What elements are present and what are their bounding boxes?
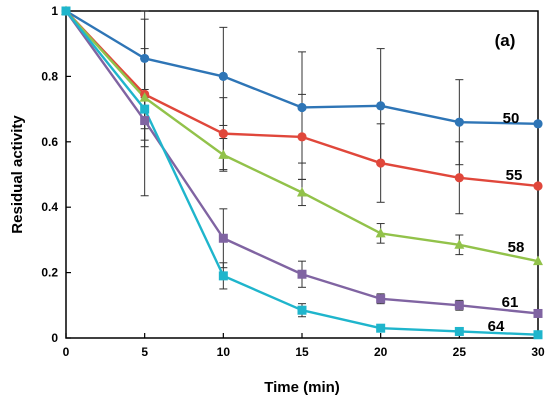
data-point-61 [533,308,543,318]
error-bars [140,10,464,334]
x-tick-label: 10 [217,345,231,359]
series-label-61: 61 [502,294,519,311]
data-point-58 [533,255,543,266]
data-point-58 [139,92,150,102]
x-axis-title: Time (min) [264,379,340,396]
series-label-55: 55 [506,167,523,184]
y-tick-label: 0 [51,331,58,345]
data-point-64 [533,330,543,340]
data-point-64 [218,271,228,281]
data-point-61 [297,269,307,279]
data-point-58 [375,227,386,238]
data-point-64 [297,305,307,315]
y-tick-label: 0.6 [41,135,58,149]
y-tick-label: 0.2 [41,266,58,280]
data-point-58 [297,186,307,197]
x-tick-label: 30 [531,345,545,359]
x-tick-label: 0 [63,345,70,359]
data-point-50 [376,101,386,111]
data-point-50 [454,117,464,127]
data-point-55 [218,129,228,139]
data-point-64 [376,323,386,333]
data-point-61 [376,294,386,304]
data-point-55 [533,181,543,191]
data-point-58 [218,149,229,159]
series-label-58: 58 [508,239,525,256]
x-tick-label: 25 [453,345,467,359]
data-point-50 [140,53,150,64]
panel-label: (a) [495,31,516,50]
x-tick-label: 5 [141,345,148,359]
data-point-55 [376,158,386,168]
y-tick-label: 0.4 [41,200,58,214]
y-tick-label: 0.8 [41,69,58,83]
y-tick-label: 1 [51,4,58,18]
data-point-61 [454,300,464,310]
y-axis-title: Residual activity [9,115,26,234]
data-point-61 [218,233,228,243]
data-point-50 [218,71,228,81]
series-label-50: 50 [503,110,520,127]
data-point-55 [297,132,307,142]
series-label-64: 64 [488,318,505,335]
data-point-58 [454,239,465,249]
data-point-64 [140,104,150,114]
data-point-55 [454,173,464,183]
axes: 0 5 10 15 20 25 30 0 0.2 0.4 0.6 0.8 1 [41,4,545,359]
data-point-64 [454,326,464,336]
data-point-61 [140,116,150,126]
data-point-50 [297,102,307,113]
data-point-64 [61,6,71,16]
series-markers [61,5,543,340]
data-point-50 [533,119,543,129]
x-tick-label: 20 [374,345,388,359]
x-tick-label: 15 [295,345,309,359]
